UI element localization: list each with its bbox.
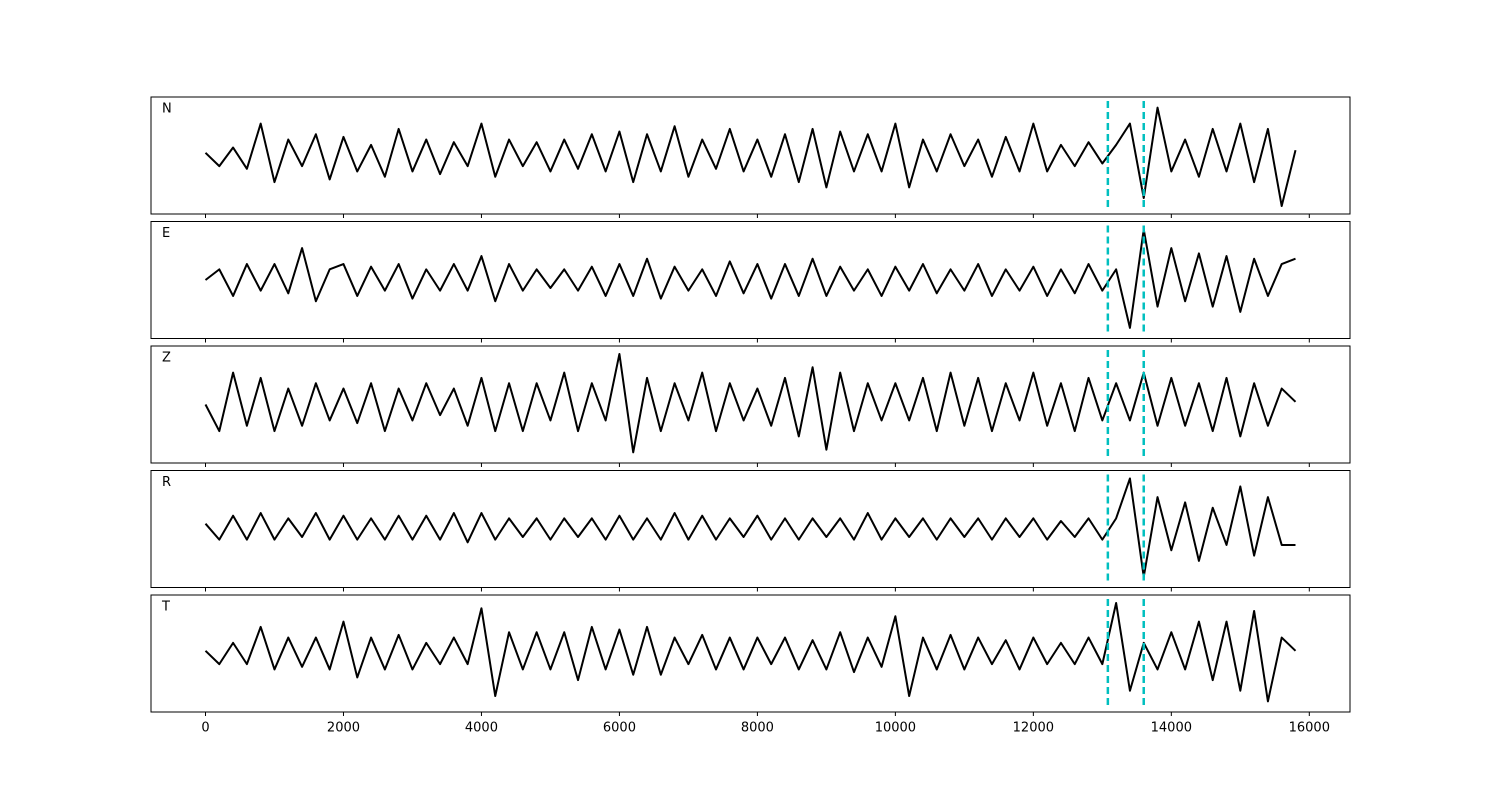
x-tick-label: 16000 xyxy=(1289,721,1330,736)
panel-label: R xyxy=(162,475,171,490)
trace-line xyxy=(204,352,1297,454)
x-tick-label: 0 xyxy=(201,721,209,736)
panel-label: E xyxy=(162,226,170,241)
panel-label: T xyxy=(161,600,170,615)
x-tick-label: 2000 xyxy=(327,721,360,736)
panel-label: Z xyxy=(162,351,171,366)
trace-line xyxy=(204,601,1297,703)
x-tick-label: 12000 xyxy=(1013,721,1054,736)
x-tick-label: 14000 xyxy=(1151,721,1192,736)
panel-frame xyxy=(150,470,1351,588)
x-tick-label: 8000 xyxy=(741,721,774,736)
trace-line xyxy=(204,106,1297,208)
trace-line xyxy=(204,477,1296,578)
panel-label: N xyxy=(162,102,172,117)
x-tick-label: 6000 xyxy=(603,721,636,736)
x-tick-label: 10000 xyxy=(875,721,916,736)
x-tick-label: 4000 xyxy=(465,721,498,736)
trace-line xyxy=(204,228,1296,329)
